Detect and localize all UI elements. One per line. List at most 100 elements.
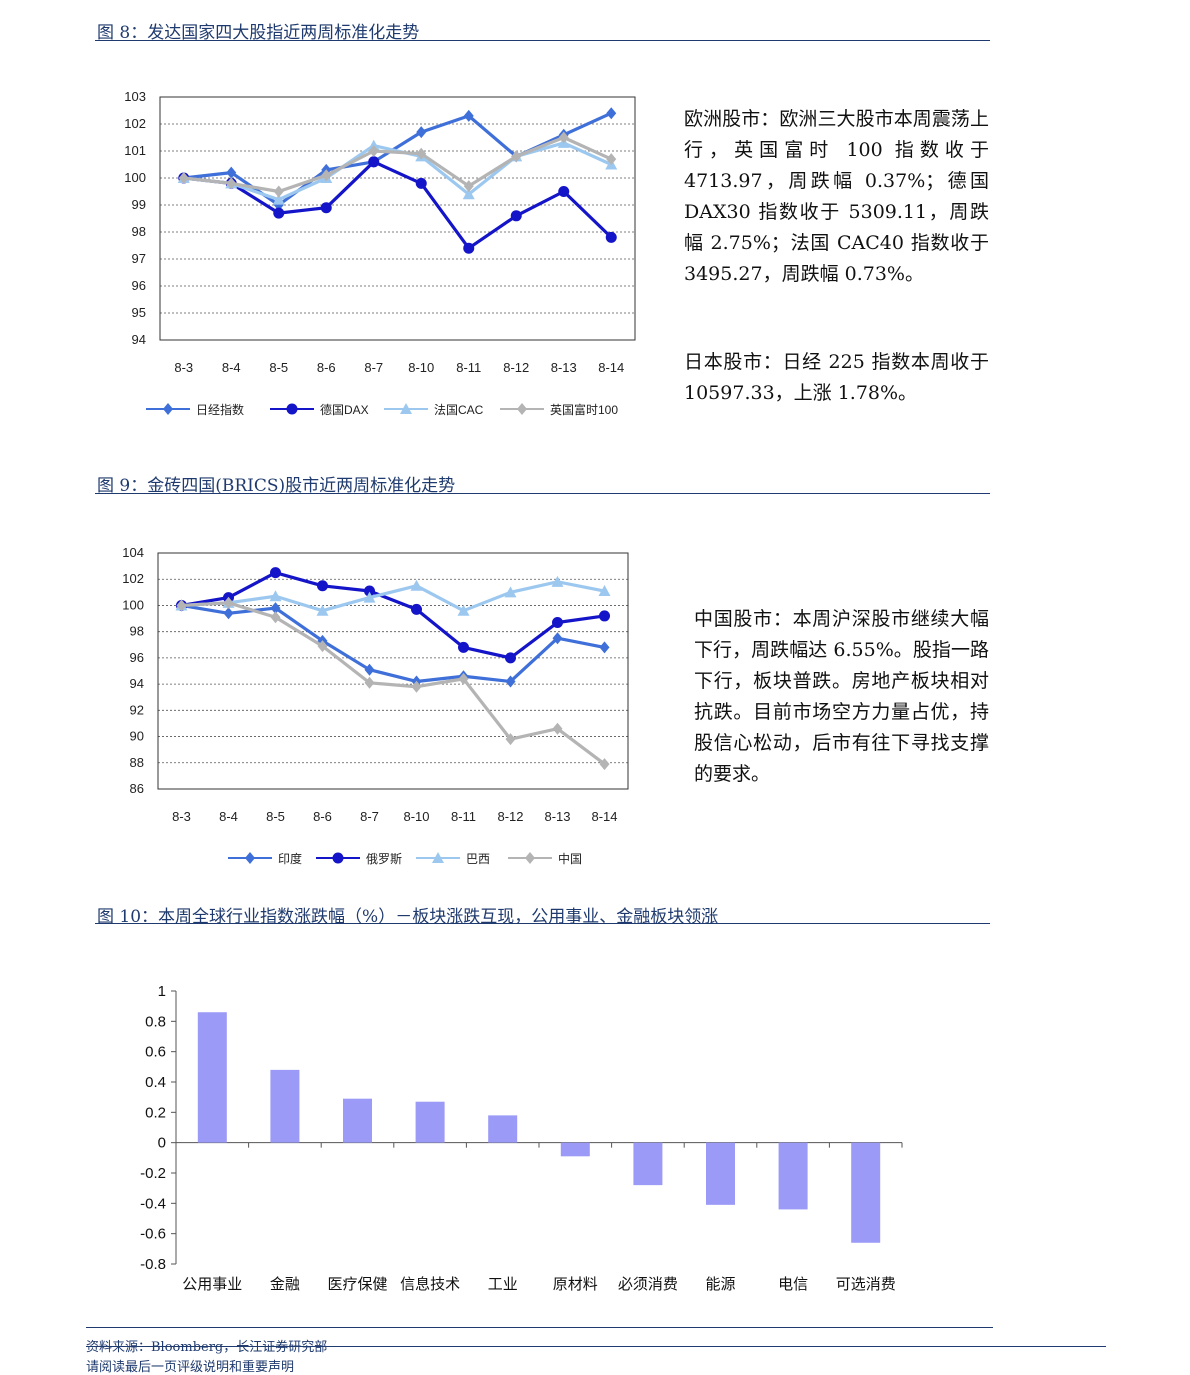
series-line — [181, 580, 605, 613]
data-point — [599, 610, 610, 622]
data-point — [411, 603, 422, 615]
x-tick-label: 8-11 — [456, 360, 481, 375]
data-point — [598, 585, 611, 597]
y-tick-label: 90 — [130, 729, 144, 744]
y-tick-label: 96 — [130, 650, 144, 665]
data-point — [505, 733, 516, 746]
y-tick-label: 0.6 — [145, 1044, 166, 1061]
x-tick-label: 原材料 — [553, 1276, 598, 1293]
bar — [270, 1069, 300, 1143]
data-point — [176, 599, 187, 612]
x-tick-label: 8-4 — [219, 809, 238, 824]
x-tick-label: 医疗保健 — [327, 1276, 387, 1293]
y-tick-label: 96 — [132, 278, 146, 293]
footer-rule-top — [86, 1327, 993, 1328]
data-point — [415, 177, 427, 189]
data-point — [463, 180, 474, 193]
japan-commentary: 日本股市：日经 225 指数本周收于 10597.33，上涨 1.78%。 — [684, 351, 989, 404]
data-point — [599, 641, 610, 654]
y-tick-label: 102 — [124, 116, 146, 131]
y-tick-label: 104 — [122, 545, 144, 560]
y-tick-label: -0.2 — [140, 1165, 166, 1182]
data-point — [368, 145, 379, 157]
data-point — [317, 580, 328, 592]
legend-marker — [163, 403, 173, 415]
data-point — [551, 575, 564, 587]
x-tick-label: 8-5 — [269, 360, 288, 375]
data-point — [463, 242, 475, 254]
y-tick-label: 86 — [130, 781, 144, 796]
y-tick-label: 92 — [130, 702, 144, 717]
x-tick-label: 8-7 — [360, 809, 379, 824]
data-point — [273, 207, 285, 219]
x-tick-label: 电信 — [778, 1276, 808, 1293]
y-tick-label: 0.8 — [145, 1013, 166, 1030]
x-tick-label: 8-13 — [551, 360, 577, 375]
y-tick-label: 98 — [132, 224, 146, 239]
x-tick-label: 信息技术 — [400, 1276, 460, 1293]
y-tick-label: 0.2 — [145, 1104, 166, 1121]
bar — [197, 1012, 227, 1143]
series-line — [183, 160, 613, 250]
fig8-rule — [95, 40, 990, 41]
y-tick-label: 103 — [124, 89, 146, 104]
chart-developed-indices: 94 95 96 97 98 99 100 101 102 103 8-3 8-4 8-5 8-6 8-7 8… — [124, 89, 636, 417]
x-tick-label: 8-7 — [364, 360, 383, 375]
x-tick-label: 8-10 — [403, 809, 429, 824]
y-tick-label: 99 — [132, 197, 146, 212]
legend-label: 日经指数 — [196, 402, 244, 417]
x-tick-label: 可选消费 — [836, 1276, 896, 1293]
europe-commentary: 欧洲股市：欧洲三大股市本周震荡上行，英国富时 100 指数收于 4713.97，… — [684, 108, 989, 285]
series-line — [181, 603, 605, 684]
disclaimer-link[interactable]: 请阅读最后一页评级说明和重要声明 — [86, 1360, 295, 1375]
y-tick-label: 100 — [124, 170, 146, 185]
legend-label: 印度 — [278, 851, 302, 866]
data-point — [558, 186, 570, 197]
series-line — [183, 135, 612, 194]
data-point — [416, 126, 427, 139]
x-tick-label: 金融 — [270, 1276, 300, 1293]
y-tick-label: -0.8 — [140, 1256, 166, 1273]
fig10-rule — [95, 923, 990, 924]
data-point — [504, 586, 517, 598]
footer-rule-bottom — [86, 1346, 1106, 1347]
y-tick-label: 98 — [130, 624, 144, 639]
legend-label: 英国富时100 — [550, 402, 618, 417]
x-tick-label: 8-6 — [317, 360, 336, 375]
legend-label: 德国DAX — [320, 402, 369, 417]
x-tick-label: 必须消费 — [618, 1276, 678, 1293]
data-point — [458, 672, 469, 685]
data-point — [462, 188, 475, 200]
bar — [343, 1098, 372, 1143]
data-point — [226, 166, 237, 179]
x-tick-label: 8-12 — [497, 809, 523, 824]
y-tick-label: 95 — [132, 305, 146, 320]
data-point — [316, 604, 329, 616]
x-tick-label: 8-10 — [408, 360, 434, 375]
data-point — [320, 202, 332, 214]
x-tick-label: 8-5 — [266, 809, 285, 824]
china-commentary: 中国股市：本周沪深股市继续大幅下行，周跌幅达 6.55%。股指一路下行，板块普跌… — [694, 608, 989, 785]
series-line — [181, 571, 605, 660]
data-point — [364, 676, 375, 689]
data-point — [269, 590, 282, 602]
plot-frame — [157, 552, 629, 790]
y-tick-label: 88 — [130, 755, 144, 770]
data-point — [223, 607, 234, 620]
y-tick-label: 100 — [122, 597, 144, 612]
legend-label: 法国CAC — [434, 403, 484, 417]
data-point — [605, 231, 617, 243]
data-point — [599, 758, 610, 771]
legend-label: 俄罗斯 — [366, 852, 402, 866]
bar — [633, 1142, 663, 1186]
y-tick-label: -0.4 — [140, 1195, 166, 1212]
x-tick-label: 8-6 — [313, 809, 332, 824]
legend-marker — [245, 852, 255, 864]
data-point — [606, 153, 617, 166]
data-point — [270, 567, 281, 579]
bar — [415, 1101, 445, 1143]
x-tick-label: 8-12 — [503, 360, 529, 375]
data-point — [364, 663, 375, 676]
data-point — [558, 131, 569, 144]
x-tick-label: 8-14 — [598, 360, 624, 375]
